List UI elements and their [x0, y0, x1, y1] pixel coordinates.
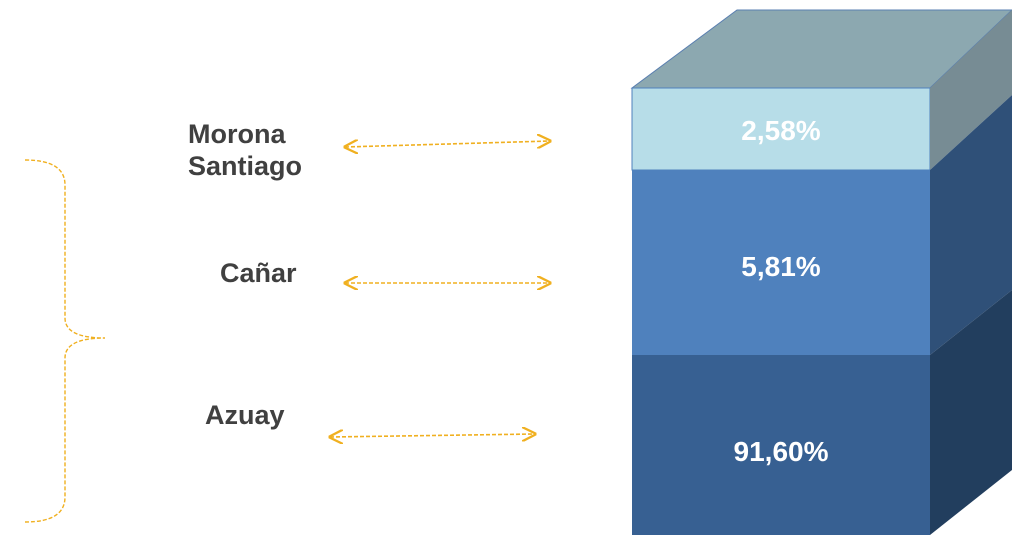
segment-morona — [631, 87, 931, 171]
segment-canar — [632, 170, 930, 355]
value: 5,81% — [741, 251, 821, 282]
side-morona — [930, 10, 1012, 170]
label: Azuay — [205, 400, 285, 430]
value: 91,60% — [733, 436, 829, 467]
side-canar — [930, 95, 1012, 355]
arrow — [330, 434, 535, 437]
label: Cañar — [220, 258, 297, 288]
brace — [24, 159, 106, 523]
label: Morona Santiago — [188, 119, 303, 181]
arrow — [345, 141, 550, 147]
side-azuay — [930, 290, 1012, 535]
segment-azuay — [632, 355, 930, 535]
value: 2,58% — [741, 115, 821, 146]
